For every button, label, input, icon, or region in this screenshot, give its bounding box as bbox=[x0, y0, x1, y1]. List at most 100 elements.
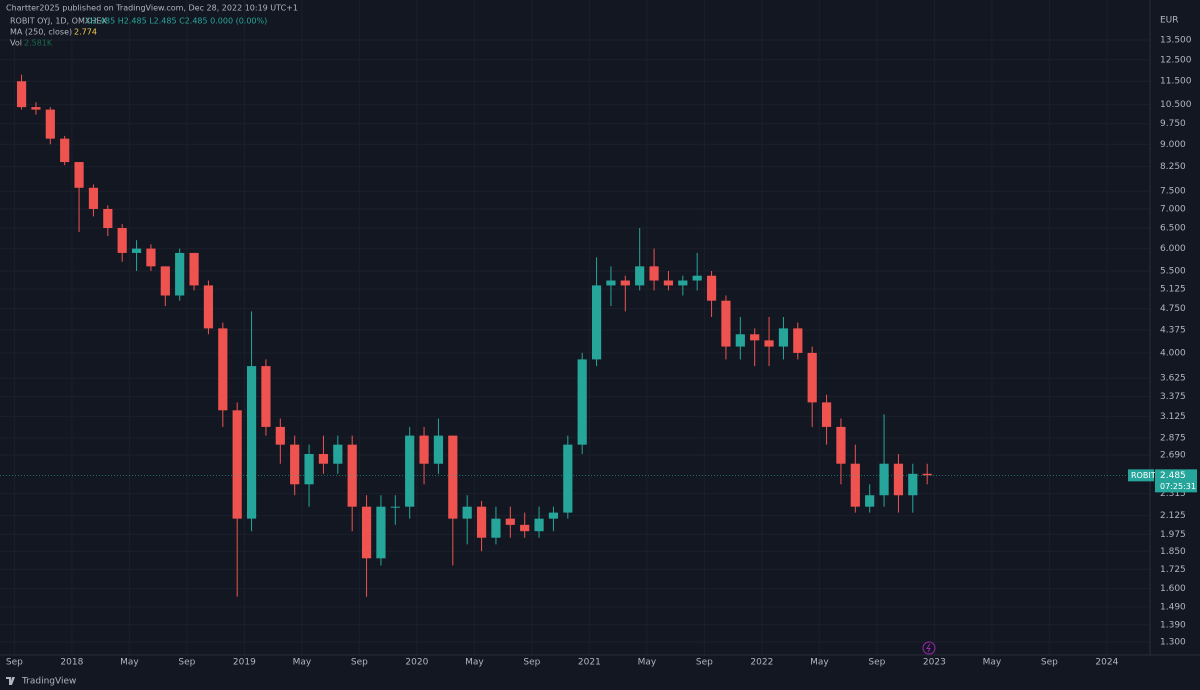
y-tick-label: 11.500 bbox=[1160, 77, 1192, 87]
y-tick-label: 9.000 bbox=[1160, 140, 1186, 150]
x-tick-label: 2024 bbox=[1095, 658, 1118, 668]
candle-body bbox=[735, 334, 745, 347]
candle-body bbox=[347, 444, 357, 507]
x-tick-label: Sep bbox=[868, 658, 885, 668]
candle-body bbox=[563, 444, 573, 513]
vol-value: 2.581K bbox=[24, 39, 53, 48]
candle-body bbox=[865, 495, 875, 507]
candle-body bbox=[218, 328, 228, 411]
x-tick-label: Sep bbox=[696, 658, 713, 668]
candle-body bbox=[764, 340, 774, 347]
x-tick-label: 2018 bbox=[60, 658, 83, 668]
candle-body bbox=[160, 266, 170, 296]
candle-body bbox=[922, 473, 932, 476]
candle-body bbox=[778, 328, 789, 347]
y-tick-label: 7.000 bbox=[1160, 204, 1186, 214]
candle-body bbox=[635, 266, 645, 286]
candle-body bbox=[117, 228, 127, 253]
candle-body bbox=[31, 107, 41, 110]
y-tick-label: 1.390 bbox=[1160, 620, 1186, 630]
candle-body bbox=[548, 512, 559, 519]
candle-body bbox=[261, 366, 271, 427]
candle-body bbox=[491, 518, 501, 538]
y-tick-label: 2.690 bbox=[1160, 450, 1186, 460]
candle-body bbox=[750, 334, 760, 341]
x-tick-label: 2019 bbox=[233, 658, 256, 668]
y-tick-label: 12.500 bbox=[1160, 55, 1192, 65]
candle-body bbox=[88, 187, 99, 209]
publisher: Chartter2025 published on TradingView.co… bbox=[6, 4, 298, 13]
candle-body bbox=[390, 506, 400, 508]
candle-body bbox=[60, 138, 70, 163]
candle-body bbox=[131, 248, 142, 253]
y-tick-label: 4.000 bbox=[1160, 348, 1186, 358]
y-tick-label: 3.125 bbox=[1160, 412, 1186, 422]
ohlc: O2.485 H2.485 L2.485 C2.485 0.000 (0.00%… bbox=[86, 17, 267, 26]
candle-body bbox=[807, 352, 817, 403]
event-icon[interactable] bbox=[922, 641, 936, 655]
footer-logo bbox=[6, 677, 15, 685]
candle-body bbox=[433, 435, 444, 464]
y-tick-label: 7.500 bbox=[1160, 187, 1186, 197]
candle-body bbox=[706, 275, 717, 301]
candle-body bbox=[333, 444, 343, 464]
candle-body bbox=[246, 366, 257, 519]
candle-body bbox=[692, 275, 702, 281]
candle-body bbox=[146, 248, 156, 267]
y-tick-label: 1.975 bbox=[1160, 530, 1186, 540]
x-tick-label: 2023 bbox=[923, 658, 946, 668]
candle-body bbox=[16, 81, 27, 108]
candle-body bbox=[505, 518, 515, 525]
y-tick-label: 13.500 bbox=[1160, 36, 1192, 46]
candle-body bbox=[103, 208, 113, 229]
ma-value: 2.774 bbox=[74, 28, 97, 37]
candle-body bbox=[850, 463, 860, 507]
symbol-tag bbox=[1128, 469, 1154, 482]
symbol-tag-label: ROBIT bbox=[1131, 471, 1156, 480]
candle-body bbox=[275, 426, 285, 445]
candle-body bbox=[419, 435, 429, 464]
x-tick-label: 2022 bbox=[750, 658, 773, 668]
price-tag-countdown: 07:25:31 bbox=[1160, 482, 1196, 491]
y-tick-label: 1.600 bbox=[1160, 584, 1186, 594]
y-tick-label: 4.750 bbox=[1160, 304, 1186, 314]
symbol: ROBIT OYJ, 1D, OMXHEX bbox=[10, 17, 107, 26]
y-tick-label: 5.125 bbox=[1160, 285, 1186, 295]
y-tick-label: 6.500 bbox=[1160, 224, 1186, 234]
candle-body bbox=[606, 280, 616, 286]
candle-body bbox=[721, 300, 731, 347]
candle-body bbox=[520, 524, 530, 532]
candles bbox=[16, 74, 932, 597]
x-tick-label: May bbox=[810, 658, 829, 668]
grid bbox=[0, 0, 1150, 655]
x-tick-label: 2021 bbox=[578, 658, 601, 668]
candle-body bbox=[290, 444, 300, 485]
y-tick-label: 9.750 bbox=[1160, 119, 1186, 129]
candle-body bbox=[793, 328, 803, 353]
y-tick-label: 5.500 bbox=[1160, 266, 1186, 276]
y-tick-label: 2.875 bbox=[1160, 433, 1186, 443]
candle-body bbox=[361, 506, 372, 559]
candle-body bbox=[663, 280, 674, 286]
candle-body bbox=[879, 463, 889, 496]
x-tick-label: May bbox=[638, 658, 657, 668]
footer-brand: TradingView bbox=[21, 677, 76, 687]
candle-body bbox=[649, 266, 659, 281]
candle-body bbox=[893, 463, 904, 496]
x-tick-label: Sep bbox=[178, 658, 195, 668]
y-tick-label: 4.375 bbox=[1160, 325, 1186, 335]
candle-body bbox=[189, 252, 199, 286]
event-icon-bolt bbox=[926, 643, 931, 653]
candle-body bbox=[908, 473, 918, 496]
candle-body bbox=[232, 410, 242, 519]
y-tick-label: 1.300 bbox=[1160, 638, 1186, 648]
y-tick-label: 2.125 bbox=[1160, 511, 1186, 521]
candle-body bbox=[836, 426, 846, 464]
x-tick-label: Sep bbox=[6, 658, 23, 668]
candle-body bbox=[462, 506, 472, 519]
vol-label: Vol bbox=[10, 39, 22, 48]
candle-body bbox=[405, 435, 415, 507]
candle-body bbox=[534, 518, 544, 532]
